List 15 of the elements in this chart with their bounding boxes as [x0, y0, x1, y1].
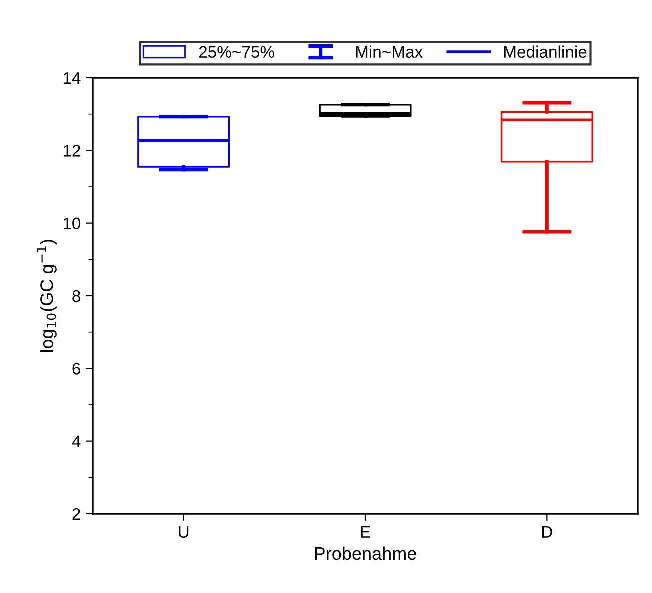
y-tick-label: 4: [72, 436, 81, 448]
y-tick-label: 10: [64, 218, 81, 230]
y-tick-label: 2: [72, 508, 80, 520]
y-tick-label: 12: [64, 145, 80, 157]
y-tick-label: 6: [72, 363, 80, 375]
x-tick-label: U: [179, 526, 189, 538]
text: Medianlinie: [504, 46, 587, 58]
y-tick-label: 8: [72, 290, 80, 302]
y-tick-label: 14: [64, 72, 81, 84]
x-tick-label: E: [361, 526, 370, 538]
text: 25%~75%: [199, 46, 274, 58]
y-axis-title: log$_{10}$(GC g$^{−1}$): [37, 240, 57, 352]
text: Min~Max: [356, 46, 423, 58]
x-tick-label: D: [542, 526, 552, 538]
x-axis-title: Probenahme: [315, 546, 416, 560]
